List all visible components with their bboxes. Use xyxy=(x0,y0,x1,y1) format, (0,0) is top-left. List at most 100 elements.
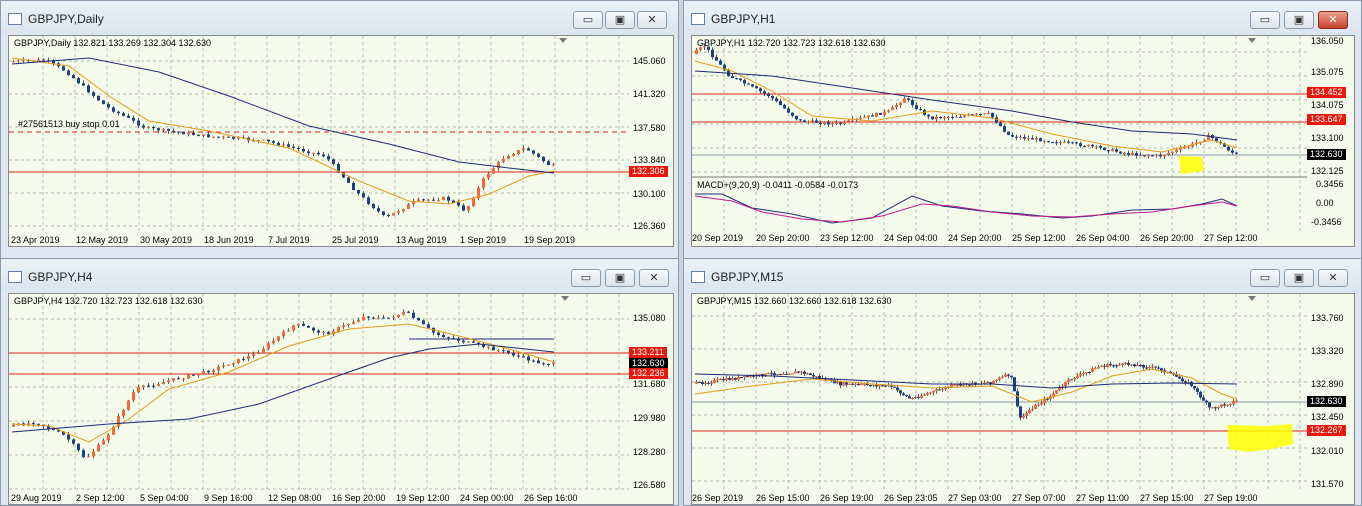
candle-body xyxy=(986,382,989,384)
candle-body xyxy=(287,330,290,332)
title-bar[interactable]: GBPJPY,Daily ▭ ▣ ✕ xyxy=(1,1,678,34)
candle-body xyxy=(1087,144,1090,147)
candle-body xyxy=(222,136,225,138)
minimize-button[interactable]: ▭ xyxy=(1250,11,1280,29)
one-click-trading-toggle-icon[interactable] xyxy=(559,38,567,43)
candle-body xyxy=(725,378,728,381)
y-axis-label: 132.125 xyxy=(1311,166,1344,176)
y-axis-label: 128.280 xyxy=(633,447,666,457)
candle-body xyxy=(827,122,830,125)
price-tag: 132.236 xyxy=(629,368,668,379)
close-button[interactable]: ✕ xyxy=(639,269,669,287)
maximize-button[interactable]: ▣ xyxy=(605,11,635,29)
chart-area[interactable]: GBPJPY,H4 132.720 132.723 132.618 132.63… xyxy=(8,293,674,505)
candle-body xyxy=(807,121,810,123)
candle-body xyxy=(703,46,706,48)
candle-body xyxy=(462,340,465,343)
candle-body xyxy=(1067,141,1070,143)
candle-body xyxy=(442,196,445,201)
candle-body xyxy=(142,125,145,128)
candle-body xyxy=(22,59,25,61)
y-axis-label: 132.010 xyxy=(1311,446,1344,456)
candle-body xyxy=(1145,367,1148,369)
candle-body xyxy=(704,382,707,384)
candle-body xyxy=(47,426,50,429)
candle-body xyxy=(1023,136,1026,139)
candle-body xyxy=(787,108,790,113)
maximize-button[interactable]: ▣ xyxy=(605,269,635,287)
candle-body xyxy=(357,319,360,322)
candle-body xyxy=(547,161,550,166)
price-plot[interactable] xyxy=(692,294,1307,492)
candle-body xyxy=(172,130,175,132)
candle-body xyxy=(1097,366,1100,369)
candle-body xyxy=(147,126,150,128)
candle-body xyxy=(552,164,555,166)
x-axis-label: 9 Sep 16:00 xyxy=(204,493,253,503)
candle-body xyxy=(227,364,230,366)
candle-body xyxy=(397,314,400,318)
candle-body xyxy=(791,112,794,116)
candle-body xyxy=(1010,375,1013,378)
candle-body xyxy=(277,336,280,341)
chart-area[interactable]: GBPJPY,Daily 132.821 133.269 132.304 132… xyxy=(8,35,674,247)
candle-body xyxy=(527,356,530,361)
price-plot[interactable] xyxy=(9,36,629,232)
price-plot[interactable] xyxy=(692,36,1307,232)
candle-body xyxy=(122,409,125,417)
maximize-button[interactable]: ▣ xyxy=(1284,11,1314,29)
candle-body xyxy=(157,384,160,386)
candle-body xyxy=(347,324,350,326)
candle-body xyxy=(502,350,505,352)
candle-body xyxy=(979,113,982,115)
chart-area[interactable]: GBPJPY,M15 132.660 132.660 132.618 132.6… xyxy=(691,293,1355,505)
one-click-trading-toggle-icon[interactable] xyxy=(561,296,569,301)
close-button[interactable]: ✕ xyxy=(637,11,667,29)
candle-body xyxy=(895,105,898,108)
minimize-button[interactable]: ▭ xyxy=(571,269,601,287)
candle-body xyxy=(1179,147,1182,150)
candle-body xyxy=(447,337,450,339)
candle-body xyxy=(37,423,40,425)
candle-body xyxy=(1133,364,1136,367)
candle-body xyxy=(217,366,220,371)
candle-body xyxy=(987,112,990,114)
candle-body xyxy=(187,374,190,379)
maximize-button[interactable]: ▣ xyxy=(1284,269,1314,287)
candle-body xyxy=(1211,407,1214,409)
minimize-button[interactable]: ▭ xyxy=(1250,269,1280,287)
one-click-trading-toggle-icon[interactable] xyxy=(1248,296,1256,301)
one-click-trading-toggle-icon[interactable] xyxy=(1248,38,1256,43)
candle-body xyxy=(352,182,355,191)
title-bar[interactable]: GBPJPY,H1 ▭ ▣ ✕ xyxy=(684,1,1361,34)
price-plot[interactable] xyxy=(9,294,629,492)
candle-body xyxy=(342,172,345,178)
title-bar[interactable]: GBPJPY,M15 ▭ ▣ ✕ xyxy=(684,259,1361,292)
title-bar[interactable]: GBPJPY,H4 ▭ ▣ ✕ xyxy=(1,259,678,292)
candle-body xyxy=(911,397,914,399)
candle-body xyxy=(998,377,1001,380)
candle-body xyxy=(27,423,30,426)
candle-body xyxy=(1055,142,1058,144)
x-axis-label: 27 Sep 15:00 xyxy=(1140,493,1194,503)
candle-body xyxy=(1196,388,1199,392)
chart-area[interactable]: GBPJPY,H1 132.720 132.723 132.618 132.63… xyxy=(691,35,1355,247)
candle-body xyxy=(1037,404,1040,406)
candle-body xyxy=(527,148,530,151)
minimize-button[interactable]: ▭ xyxy=(573,11,603,29)
candle-body xyxy=(755,86,758,89)
candle-body xyxy=(791,373,794,375)
candle-body xyxy=(1007,374,1010,376)
candle-body xyxy=(1190,381,1193,387)
candle-body xyxy=(1091,368,1094,373)
candle-body xyxy=(497,350,500,352)
close-button[interactable]: ✕ xyxy=(1318,269,1348,287)
candle-body xyxy=(935,116,938,120)
candle-body xyxy=(157,128,160,131)
candle-body xyxy=(1157,367,1160,369)
candle-body xyxy=(407,311,410,313)
candle-body xyxy=(322,332,325,334)
x-axis-label: 20 Sep 20:00 xyxy=(756,233,810,243)
candle-body xyxy=(799,119,802,121)
close-button[interactable]: ✕ xyxy=(1318,11,1348,29)
